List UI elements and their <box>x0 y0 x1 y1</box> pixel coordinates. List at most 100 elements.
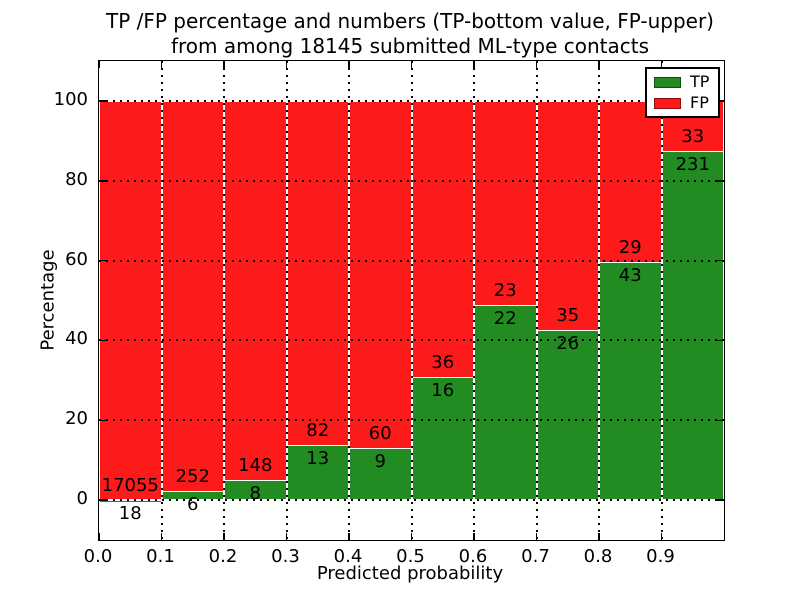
gridline-vertical <box>410 61 413 540</box>
bar-segment-fp <box>161 100 224 501</box>
gridline-vertical <box>348 61 350 540</box>
x-tick-label: 0.4 <box>333 546 363 567</box>
y-tick-label: 60 <box>65 248 88 270</box>
x-tick-mark-top <box>223 61 225 68</box>
y-tick-mark-right <box>717 419 724 421</box>
fp-count-label: 23 <box>493 279 517 301</box>
legend-label-fp: FP <box>690 93 709 112</box>
gridline-vertical <box>223 61 225 540</box>
x-tick-mark-bottom <box>98 533 100 540</box>
y-axis-label: Percentage <box>37 249 59 351</box>
x-tick-mark-bottom <box>348 533 350 540</box>
y-tick-mark-left <box>99 259 106 262</box>
y-tick-mark-right <box>717 499 724 501</box>
gridline-vertical <box>285 61 288 540</box>
x-tick-mark-bottom <box>473 533 475 540</box>
x-tick-mark-top <box>660 61 663 68</box>
chart-title: TP /FP percentage and numbers (TP-bottom… <box>106 9 714 59</box>
plot-area: 17055 18 252 6 148 8 82 13 60 9 36 16 23 22 35 26 29 43 33… <box>98 60 725 541</box>
tp-count-label: 231 <box>675 153 710 175</box>
y-tick-mark-right <box>717 259 724 262</box>
x-tick-mark-bottom <box>660 533 663 540</box>
x-tick-mark-top <box>348 61 350 68</box>
y-tick-label: 20 <box>65 408 88 430</box>
gridline-vertical <box>473 61 475 540</box>
y-tick-label: 80 <box>65 168 88 190</box>
x-tick-mark-top <box>535 61 538 68</box>
chart-title-line1: TP /FP percentage and numbers (TP-bottom… <box>106 9 714 33</box>
bar-segment-tp <box>661 150 724 501</box>
tp-count-label: 16 <box>431 380 455 402</box>
gridline-vertical <box>598 61 600 540</box>
y-tick-mark-left <box>99 180 106 182</box>
fp-count-label: 82 <box>306 420 330 442</box>
x-tick-label: 0.3 <box>271 546 300 567</box>
y-tick-mark-right <box>717 339 724 342</box>
x-tick-label: 0.7 <box>521 546 550 567</box>
tp-count-label: 6 <box>187 493 199 515</box>
bar-segment-tp <box>599 261 662 501</box>
x-tick-label: 0.1 <box>146 546 175 567</box>
x-tick-mark-bottom <box>598 533 600 540</box>
legend: TP FP <box>645 67 721 118</box>
x-tick-label: 0.0 <box>83 546 113 567</box>
tp-count-label: 9 <box>374 451 386 473</box>
tp-count-label: 8 <box>249 482 261 504</box>
x-tick-mark-top <box>598 61 600 68</box>
y-tick-label: 0 <box>76 488 88 510</box>
legend-swatch-fp <box>654 97 681 109</box>
x-tick-mark-top <box>160 61 163 68</box>
x-tick-mark-top <box>98 61 100 68</box>
y-tick-mark-left <box>99 419 106 421</box>
fp-count-label: 29 <box>618 236 642 258</box>
x-tick-label: 0.2 <box>208 546 238 567</box>
chart-title-line2: from among 18145 submitted ML-type conta… <box>170 34 650 58</box>
x-tick-mark-top <box>473 61 475 68</box>
tp-count-label: 26 <box>556 332 580 354</box>
fp-count-label: 33 <box>681 125 705 147</box>
x-tick-label: 0.5 <box>396 546 425 567</box>
tp-count-label: 22 <box>493 307 517 329</box>
bar-segment-tp <box>536 329 599 501</box>
x-tick-mark-bottom <box>285 533 288 540</box>
x-axis-label: Predicted probability <box>316 563 504 584</box>
bar-segment-fp <box>224 100 287 501</box>
fp-count-label: 17055 <box>101 474 159 496</box>
y-tick-mark-left <box>99 339 106 342</box>
bar-segment-fp <box>349 100 412 501</box>
tp-count-label: 13 <box>306 448 330 470</box>
fp-count-label: 60 <box>368 423 392 445</box>
y-tick-mark-right <box>717 180 724 182</box>
fp-count-label: 35 <box>556 304 580 326</box>
y-tick-label: 100 <box>53 88 88 110</box>
x-tick-label: 0.6 <box>458 546 488 567</box>
legend-swatch-tp <box>654 76 681 88</box>
fp-count-label: 252 <box>175 465 210 487</box>
gridline-vertical <box>160 61 163 540</box>
legend-item-fp: FP <box>654 94 709 112</box>
bar-segment-tp <box>474 304 537 501</box>
bar-segment-fp <box>99 100 162 501</box>
tp-count-label: 43 <box>618 264 642 286</box>
y-tick-mark-right <box>717 100 724 102</box>
x-tick-label: 0.9 <box>646 546 675 567</box>
x-tick-mark-bottom <box>160 533 163 540</box>
fp-count-label: 148 <box>238 454 273 476</box>
tp-count-label: 18 <box>118 502 142 524</box>
fp-count-label: 36 <box>431 352 455 374</box>
x-tick-mark-bottom <box>535 533 538 540</box>
x-tick-mark-top <box>285 61 288 68</box>
x-tick-mark-bottom <box>223 533 225 540</box>
x-tick-mark-top <box>410 61 413 68</box>
x-tick-mark-bottom <box>410 533 413 540</box>
x-tick-label: 0.8 <box>583 546 613 567</box>
y-tick-mark-left <box>99 499 106 501</box>
y-tick-label: 40 <box>65 328 88 350</box>
bar-segment-tp <box>286 445 349 501</box>
legend-label-tp: TP <box>690 72 710 91</box>
legend-item-tp: TP <box>654 73 709 91</box>
gridline-vertical <box>660 61 663 540</box>
gridline-vertical <box>535 61 538 540</box>
y-tick-mark-left <box>99 100 106 102</box>
